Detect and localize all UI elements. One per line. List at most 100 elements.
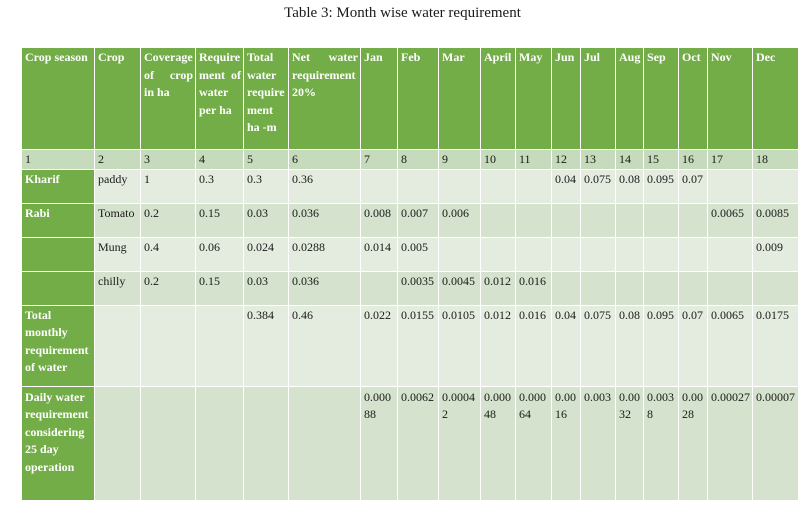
table-cell — [551, 270, 581, 306]
col-number: 16 — [678, 149, 708, 170]
table-cell: 0.012 — [480, 270, 516, 306]
col-number: 4 — [195, 149, 244, 170]
table-cell: 0.0288 — [288, 236, 361, 272]
row-label: Rabi — [21, 202, 95, 238]
table-cell: 0.0105 — [438, 304, 481, 387]
table-cell: 0.0016 — [551, 385, 581, 501]
table-cell — [140, 304, 196, 387]
table-cell — [515, 202, 552, 238]
table-cell: 1 — [140, 168, 196, 204]
table-cell: 0.014 — [360, 236, 398, 272]
col-number: 1 — [21, 149, 95, 170]
header-may: May — [515, 47, 552, 150]
table-cell: 0.012 — [480, 304, 516, 387]
header-jan: Jan — [360, 47, 398, 150]
table-cell: 0.08 — [615, 168, 644, 204]
table-cell: 0.016 — [515, 304, 552, 387]
table-cell: 0.075 — [580, 304, 616, 387]
table-cell — [438, 168, 481, 204]
table-cell — [94, 304, 141, 387]
col-number: 17 — [707, 149, 753, 170]
table-cell — [707, 236, 753, 272]
header-jun: Jun — [551, 47, 581, 150]
table-cell — [643, 202, 679, 238]
table-cell: 0.075 — [580, 168, 616, 204]
table-cell — [580, 202, 616, 238]
table-cell: 0.0045 — [438, 270, 481, 306]
table-cell — [752, 270, 799, 306]
table-cell — [580, 270, 616, 306]
table-cell: 0.00048 — [480, 385, 516, 501]
table-cell — [643, 270, 679, 306]
table-cell: paddy — [94, 168, 141, 204]
row-label — [21, 270, 95, 306]
table-cell: 0.0062 — [397, 385, 439, 501]
table-cell: 0.007 — [397, 202, 439, 238]
table-cell: 0.0085 — [752, 202, 799, 238]
table-cell: 0.00088 — [360, 385, 398, 501]
table-cell: 0.00027 — [707, 385, 753, 501]
col-number: 3 — [140, 149, 196, 170]
table-cell — [551, 202, 581, 238]
table-cell: 0.04 — [551, 304, 581, 387]
header-crop: Crop — [94, 47, 141, 150]
table-cell: 0.07 — [678, 304, 708, 387]
table-cell: Mung — [94, 236, 141, 272]
table-cell: 0.0155 — [397, 304, 439, 387]
col-number: 5 — [243, 149, 289, 170]
col-number: 14 — [615, 149, 644, 170]
table-cell: 0.016 — [515, 270, 552, 306]
table-cell — [707, 270, 753, 306]
table-cell: 0.3 — [243, 168, 289, 204]
header-coverage: Coverage of crop in ha — [140, 47, 196, 150]
table-cell: 0.03 — [243, 202, 289, 238]
table-cell: 0.06 — [195, 236, 244, 272]
table-cell: 0.0065 — [707, 202, 753, 238]
table-cell — [551, 236, 581, 272]
table-cell — [515, 168, 552, 204]
table-cell — [752, 168, 799, 204]
col-number: 7 — [360, 149, 398, 170]
table-cell — [94, 385, 141, 501]
col-number: 6 — [288, 149, 361, 170]
table-cell — [438, 236, 481, 272]
table-cell: 0.009 — [752, 236, 799, 272]
header-total-water: Total water require ment ha -m — [243, 47, 289, 150]
table-row: Total monthly requirement of water 0.384… — [21, 304, 799, 387]
table-cell: 0.15 — [195, 202, 244, 238]
header-feb: Feb — [397, 47, 439, 150]
table-cell — [195, 304, 244, 387]
table-cell: 0.2 — [140, 270, 196, 306]
table-cell — [678, 236, 708, 272]
col-number: 2 — [94, 149, 141, 170]
col-number: 8 — [397, 149, 439, 170]
table-cell: 0.384 — [243, 304, 289, 387]
row-label — [21, 236, 95, 272]
table-cell: 0.0035 — [397, 270, 439, 306]
table-cell: Tomato — [94, 202, 141, 238]
column-number-row: 1 2 3 4 5 6 7 8 9 10 11 12 13 14 15 16 1… — [21, 149, 799, 170]
col-number: 12 — [551, 149, 581, 170]
table-row: Kharif paddy 1 0.3 0.3 0.36 0.04 0.075 0… — [21, 168, 799, 204]
table-row: Daily water requirement considering 25 d… — [21, 385, 799, 501]
header-row: Crop season Crop Coverage of crop in ha … — [21, 47, 799, 150]
table-cell: 0.3 — [195, 168, 244, 204]
table-cell: 0.0065 — [707, 304, 753, 387]
table-cell — [480, 202, 516, 238]
table-cell: 0.03 — [243, 270, 289, 306]
table-cell: 0.036 — [288, 202, 361, 238]
table-cell — [480, 236, 516, 272]
header-aug: Aug — [615, 47, 644, 150]
water-requirement-table: Crop season Crop Coverage of crop in ha … — [21, 47, 799, 501]
header-sep: Sep — [643, 47, 679, 150]
table-cell: 0.006 — [438, 202, 481, 238]
table-cell — [195, 385, 244, 501]
table-cell — [615, 270, 644, 306]
table-cell: chilly — [94, 270, 141, 306]
table-cell — [678, 270, 708, 306]
table-cell — [615, 236, 644, 272]
table-cell — [360, 168, 398, 204]
col-number: 10 — [480, 149, 516, 170]
col-number: 9 — [438, 149, 481, 170]
table-cell: 0.4 — [140, 236, 196, 272]
